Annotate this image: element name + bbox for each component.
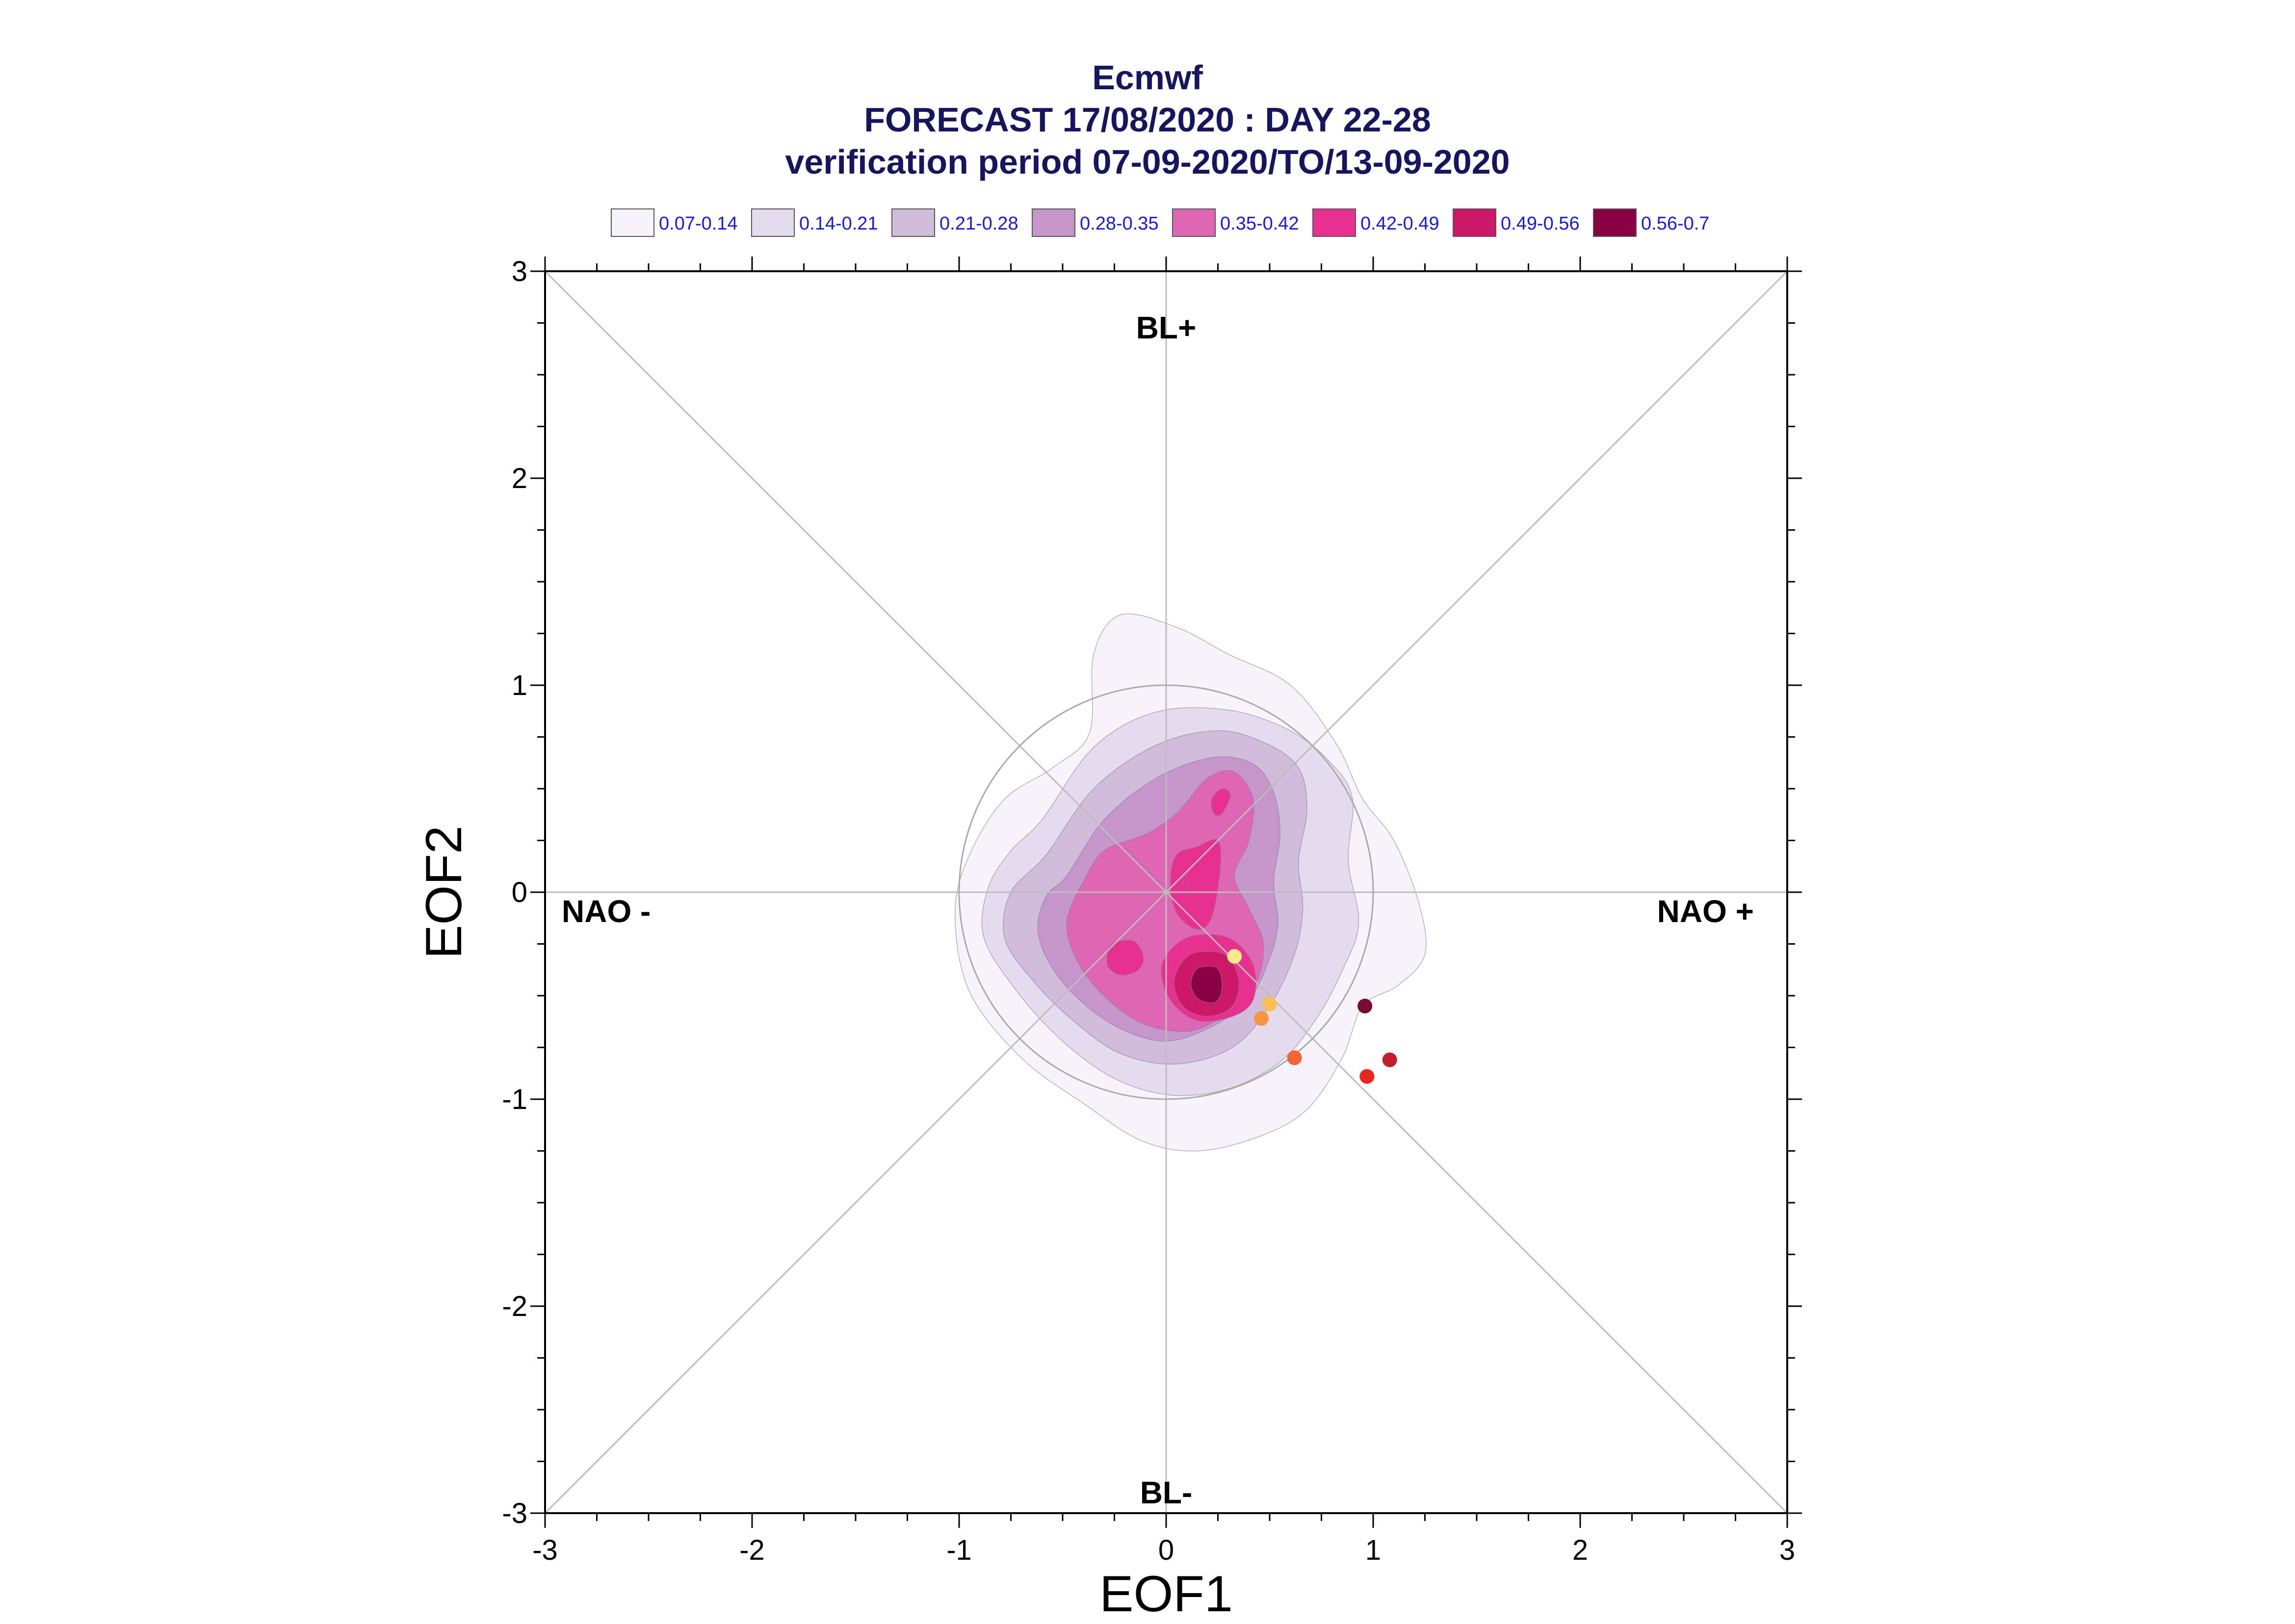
- contour-5: [1170, 839, 1222, 930]
- legend-swatch-2: [891, 208, 935, 237]
- y-tick-label-6: 3: [512, 256, 527, 287]
- legend-swatch-6: [1453, 208, 1496, 237]
- legend-label-3: 0.28-0.35: [1080, 213, 1159, 234]
- legend-swatch-1: [751, 208, 795, 237]
- y-tick-label-4: 1: [512, 670, 527, 701]
- forecast-point-1: [1262, 996, 1277, 1011]
- legend-label-5: 0.42-0.49: [1360, 213, 1439, 234]
- legend-label-6: 0.49-0.56: [1501, 213, 1580, 234]
- forecast-point-0: [1227, 949, 1242, 964]
- axis-ticks: -3 -2 -1 0 1 2 3 -3 -2 -1 0 1 2 3: [502, 256, 1802, 1566]
- y-tick-label-2: -1: [502, 1083, 527, 1115]
- legend-label-7: 0.56-0.7: [1641, 213, 1709, 234]
- regime-label-right: NAO +: [1657, 894, 1754, 929]
- title-line-2: FORECAST 17/08/2020 : DAY 22-28: [864, 101, 1431, 139]
- y-tick-label-0: -3: [502, 1497, 527, 1529]
- x-tick-label-2: -1: [946, 1534, 972, 1566]
- x-axis-label: EOF1: [1099, 1566, 1233, 1623]
- regime-labels: BL+ BL- NAO - NAO +: [562, 310, 1754, 1510]
- title-line-1: Ecmwf: [1092, 58, 1203, 97]
- legend: 0.07-0.14 0.14-0.21 0.21-0.28 0.28-0.35 0.35…: [611, 208, 1709, 237]
- legend-label-4: 0.35-0.42: [1220, 213, 1299, 234]
- x-tick-label-5: 2: [1572, 1534, 1588, 1566]
- forecast-point-4: [1357, 999, 1373, 1014]
- x-tick-label-0: -3: [532, 1534, 558, 1566]
- guide-lines: [544, 270, 1788, 1514]
- legend-swatch-5: [1312, 208, 1356, 237]
- y-axis-label: EOF2: [416, 825, 472, 959]
- regime-label-left: NAO -: [562, 894, 651, 929]
- x-tick-label-4: 1: [1365, 1534, 1381, 1566]
- x-tick-label-1: -2: [739, 1534, 765, 1566]
- legend-swatch-0: [611, 208, 654, 237]
- chart-title: Ecmwf FORECAST 17/08/2020 : DAY 22-28 ve…: [785, 58, 1510, 181]
- forecast-points: [1227, 949, 1397, 1084]
- legend-swatch-4: [1172, 208, 1216, 237]
- contour-10: [1190, 966, 1223, 1004]
- y-tick-label-3: 0: [512, 876, 527, 908]
- y-tick-label-1: -2: [502, 1290, 527, 1322]
- x-tick-label-6: 3: [1779, 1534, 1795, 1566]
- probability-contours: [954, 613, 1427, 1152]
- forecast-point-6: [1359, 1069, 1375, 1084]
- contour-6: [1211, 788, 1231, 816]
- legend-label-0: 0.07-0.14: [659, 213, 738, 234]
- y-tick-label-5: 2: [512, 463, 527, 494]
- x-tick-label-3: 0: [1158, 1534, 1174, 1566]
- legend-label-2: 0.21-0.28: [939, 213, 1018, 234]
- legend-swatch-3: [1032, 208, 1075, 237]
- title-line-3: verification period 07-09-2020/TO/13-09-…: [785, 143, 1510, 181]
- forecast-point-5: [1382, 1052, 1397, 1067]
- contour-11: [1182, 875, 1190, 889]
- reference-circle: [958, 684, 1374, 1100]
- legend-label-1: 0.14-0.21: [799, 213, 878, 234]
- regime-label-bottom: BL-: [1140, 1475, 1193, 1510]
- legend-swatch-7: [1593, 208, 1637, 237]
- plot-area: -3 -2 -1 0 1 2 3 -3 -2 -1 0 1 2 3: [502, 256, 1802, 1566]
- forecast-point-3: [1287, 1050, 1302, 1065]
- forecast-point-2: [1254, 1011, 1269, 1026]
- regime-label-top: BL+: [1136, 310, 1197, 345]
